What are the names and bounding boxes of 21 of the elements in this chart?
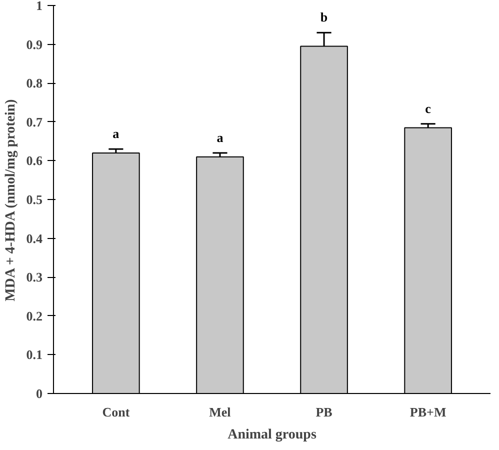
- y-tick-label: 0.4: [26, 230, 43, 246]
- annotation: a: [216, 130, 224, 145]
- y-tick-label: 0.6: [26, 153, 43, 168]
- y-tick-label: 0.5: [26, 192, 43, 207]
- y-tick-label: 0.1: [26, 347, 42, 362]
- x-tick-label: Cont: [102, 404, 130, 420]
- x-axis-title: Animal groups: [228, 428, 317, 442]
- x-tick-label: PB: [316, 404, 333, 420]
- annotation: b: [320, 10, 328, 25]
- y-axis-title: MDA + 4-HDA (nmol/mg protein): [3, 98, 18, 302]
- y-tick-label: 0.3: [26, 270, 43, 285]
- x-tick-label: PB+M: [410, 404, 446, 420]
- y-tick-label: 0.7: [26, 114, 43, 130]
- y-tick-label: 0.9: [26, 36, 43, 52]
- y-tick-label: 0.2: [26, 308, 42, 324]
- x-tick-label: Mel: [209, 404, 232, 420]
- y-tick-label: 0: [36, 386, 42, 401]
- y-tick-label: 0.8: [26, 76, 43, 91]
- annotation: c: [425, 100, 432, 116]
- annotation: a: [112, 126, 120, 142]
- y-tick-label: 1: [36, 0, 42, 13]
